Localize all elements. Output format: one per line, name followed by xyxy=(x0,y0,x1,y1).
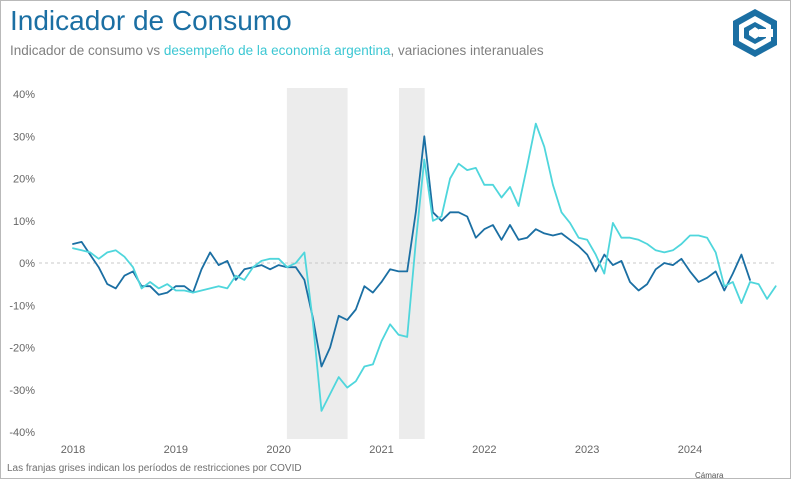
subtitle-part2: , variaciones interanuales xyxy=(390,43,544,58)
logo-hexagon-icon xyxy=(733,9,777,57)
series-line-economia xyxy=(72,135,751,368)
subtitle-highlight: desempeño de la economía argentina xyxy=(163,43,391,58)
y-tick-label: -30% xyxy=(9,385,35,397)
x-tick-label: 2023 xyxy=(575,444,599,456)
chart-title: Indicador de Consumo xyxy=(10,5,292,36)
x-tick-label: 2020 xyxy=(266,444,290,456)
y-tick-label: 30% xyxy=(13,131,35,143)
subtitle-part1: Indicador de consumo vs xyxy=(10,43,164,58)
y-tick-label: 10% xyxy=(13,216,35,228)
y-tick-label: 20% xyxy=(13,174,35,186)
y-tick-label: 40% xyxy=(13,89,35,101)
y-tick-label: -20% xyxy=(9,343,35,355)
y-tick-label: -10% xyxy=(9,300,35,312)
x-tick-label: 2024 xyxy=(678,444,702,456)
y-tick-label: 0% xyxy=(19,258,35,270)
x-tick-label: 2021 xyxy=(369,444,393,456)
y-tick-label: -40% xyxy=(9,427,35,439)
footnote: Las franjas grises indican los períodos … xyxy=(7,463,302,474)
series-line-consumo xyxy=(72,122,777,412)
x-tick-label: 2019 xyxy=(164,444,188,456)
x-tick-label: 2022 xyxy=(472,444,496,456)
chart-subtitle: Indicador de consumo vs desempeño de la … xyxy=(10,43,544,58)
brand-label: Cámara xyxy=(695,471,724,479)
x-tick-label: 2018 xyxy=(61,444,85,456)
